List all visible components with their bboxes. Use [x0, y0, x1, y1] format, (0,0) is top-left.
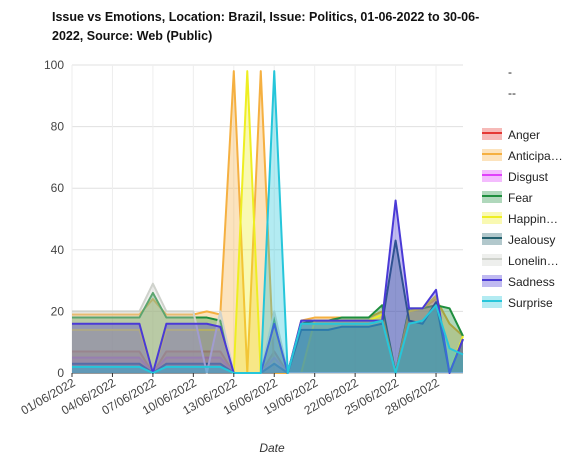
y-tick-label: 80 [51, 120, 65, 134]
series-area-jealousy [72, 240, 463, 373]
legend-entry[interactable]: Jealousy [508, 233, 555, 247]
legend-entry[interactable]: Happin… [508, 212, 558, 226]
x-axis-title: Date [259, 441, 285, 455]
series-area-sadness [72, 200, 463, 373]
legend-entry[interactable]: Fear [508, 191, 533, 205]
y-tick-label: 20 [51, 304, 65, 318]
series-area-disgust [72, 357, 463, 373]
y-tick-label: 40 [51, 243, 65, 257]
legend-entry[interactable]: Anger [508, 128, 540, 142]
series-area-happin [72, 71, 463, 373]
series-areas [72, 70, 464, 374]
series-area-fear [72, 292, 463, 373]
gridlines [71, 64, 463, 374]
y-tick-label: 100 [44, 58, 64, 72]
series-line-lonelin [72, 282, 463, 374]
legend-entry[interactable]: Sadness [508, 275, 555, 289]
legend-entry[interactable]: Lonelin… [508, 254, 559, 268]
legend-extra-entry: -- [508, 86, 516, 100]
legend-entry[interactable]: Anticipa… [508, 149, 563, 163]
series-area-lonelin [72, 283, 463, 373]
series-line-sadness [72, 199, 464, 374]
series-line-jealousy [72, 239, 464, 374]
legend-extra-entry: - [508, 65, 512, 79]
y-tick-label: 0 [57, 366, 64, 380]
legend-entry[interactable]: Disgust [508, 170, 549, 184]
chart-title: Issue vs Emotions, Location: Brazil, Iss… [52, 10, 480, 43]
legend-entry[interactable]: Surprise [508, 296, 553, 310]
y-tick-label: 60 [51, 181, 65, 195]
series-line-surprise [72, 70, 464, 374]
legend: ---AngerAnticipa…DisgustFearHappin…Jealo… [482, 65, 563, 310]
